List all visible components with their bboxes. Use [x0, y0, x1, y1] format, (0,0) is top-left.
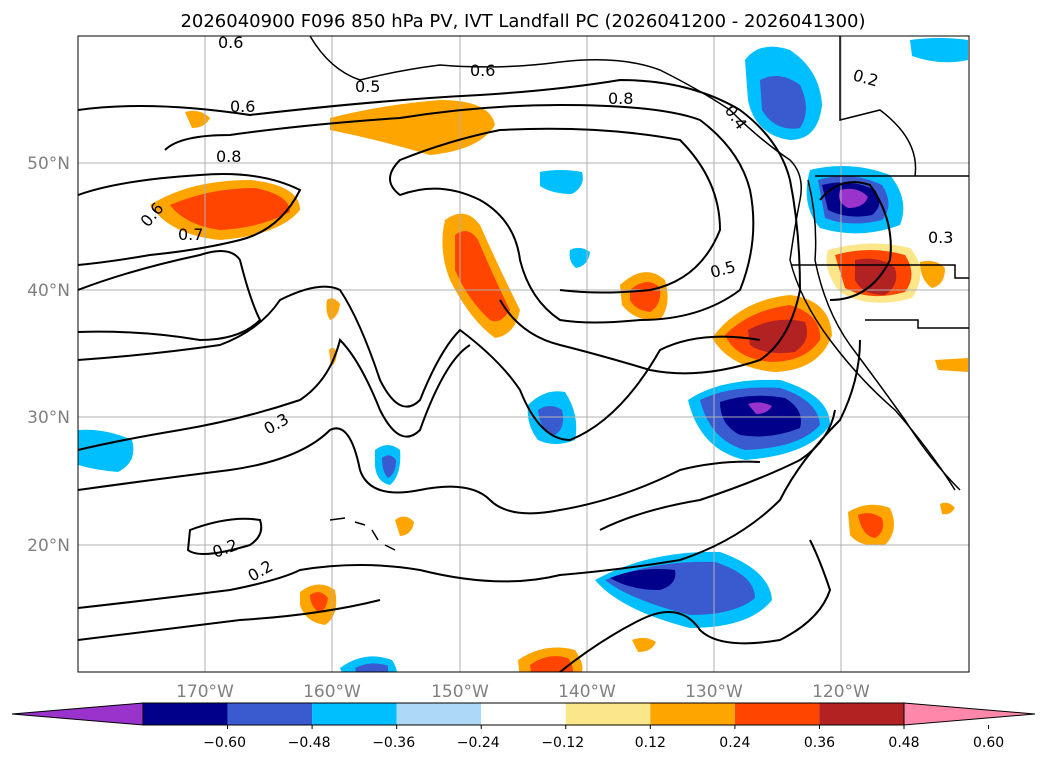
colorbar-tick-label: 0.48 — [888, 735, 919, 751]
anomaly-negative — [748, 402, 772, 414]
anomaly-positive — [632, 637, 656, 652]
lon-label: 130°W — [685, 682, 743, 702]
anomaly-negative — [569, 247, 590, 268]
anomaly-negative — [839, 188, 868, 208]
contour-label: 0.5 — [355, 77, 380, 96]
anomaly-positive — [920, 260, 945, 288]
map-frame — [77, 35, 970, 673]
contour-line — [78, 427, 761, 515]
colorbar-bin — [481, 703, 566, 725]
lon-label: 160°W — [303, 682, 361, 702]
colorbar-tick-label: 0.24 — [719, 735, 750, 751]
anomaly-positive — [329, 347, 337, 366]
colorbar-bin — [734, 703, 820, 725]
colorbar-bin — [819, 703, 904, 725]
contour-line — [819, 181, 892, 301]
lon-label: 140°W — [558, 682, 616, 702]
anomaly-positive — [858, 513, 884, 538]
lon-label: 120°W — [812, 682, 870, 702]
anomaly-positive — [455, 231, 510, 322]
colorbar-bin — [312, 703, 397, 725]
colorbar: −0.60 −0.48 −0.36 −0.24 −0.12 0.12 0.24 0.36 0.4… — [11, 702, 1036, 751]
contour-line — [164, 103, 755, 324]
contour-line — [78, 338, 471, 451]
contour-label: 0.6 — [470, 61, 495, 80]
lon-labels: 170°W 160°W 150°W 140°W 130°W 120°W — [176, 682, 870, 702]
colorbar-extension-high — [903, 702, 1036, 726]
colorbar-tick-label: −0.24 — [457, 735, 500, 751]
anomaly-negative — [538, 406, 564, 435]
anomaly-positive — [940, 502, 955, 515]
anomaly-positive — [185, 110, 210, 128]
contour-line — [78, 250, 262, 342]
contour-line — [559, 539, 832, 672]
pv-contours — [78, 78, 892, 672]
anomaly-negative — [720, 395, 801, 437]
contour-line — [78, 78, 802, 375]
lon-label: 150°W — [431, 682, 489, 702]
contour-line — [78, 173, 302, 266]
anomaly-negative — [760, 76, 806, 129]
contour-label: 0.7 — [178, 225, 203, 244]
lon-label: 170°W — [176, 682, 234, 702]
contour-line — [78, 285, 761, 442]
us-coast — [807, 179, 961, 491]
anomaly-negative — [910, 38, 968, 63]
anomaly-negative — [355, 663, 388, 672]
contour-label: 0.3 — [928, 228, 953, 247]
map-panel: 0.6 0.5 0.6 0.8 0.4 0.2 0.6 0.8 0.6 0.7 … — [78, 33, 969, 672]
colorbar-bin — [143, 703, 228, 725]
colorbar-frame — [142, 702, 905, 726]
colorbar-bin — [396, 703, 482, 725]
colorbar-bin — [650, 703, 735, 725]
border — [839, 36, 917, 177]
filled-anomalies — [78, 38, 968, 672]
anomaly-positive — [170, 188, 290, 230]
contour-label: 0.6 — [218, 33, 243, 52]
hawaii — [329, 517, 396, 551]
lat-label: 40°N — [27, 281, 70, 301]
anomaly-positive — [395, 516, 414, 536]
anomaly-negative — [382, 455, 396, 478]
contour-label: 0.8 — [608, 89, 633, 108]
colorbar-tick-label: −0.60 — [203, 735, 246, 751]
colorbar-tick-label: 0.60 — [973, 735, 1004, 751]
border — [865, 319, 969, 329]
map-title: 2026040900 F096 850 hPa PV, IVT Landfall… — [180, 11, 865, 32]
lat-labels: 50°N 40°N 30°N 20°N — [27, 154, 70, 556]
anomaly-positive — [326, 298, 340, 320]
anomaly-negative — [540, 170, 583, 194]
alaska-coast — [309, 36, 956, 491]
coastlines — [309, 36, 969, 551]
lat-label: 20°N — [27, 536, 70, 556]
lat-label: 30°N — [27, 408, 70, 428]
contour-line — [78, 599, 381, 641]
colorbar-extension-low — [11, 702, 144, 726]
anomaly-positive — [310, 592, 328, 612]
colorbar-tick-label: −0.36 — [372, 735, 415, 751]
contour-line — [186, 517, 263, 555]
anomaly-positive — [935, 358, 968, 372]
contour-label: 0.8 — [216, 147, 241, 166]
contour-label: 0.6 — [230, 97, 255, 116]
colorbar-bin — [227, 703, 313, 725]
anomaly-positive — [748, 319, 808, 354]
colorbar-tick-label: 0.36 — [804, 735, 835, 751]
border — [792, 264, 969, 279]
lat-label: 50°N — [27, 154, 70, 174]
contour-line — [599, 409, 836, 531]
colorbar-tick-label: 0.12 — [635, 735, 666, 751]
anomaly-negative — [610, 569, 676, 590]
colorbar-tick-label: −0.48 — [288, 735, 331, 751]
colorbar-bin — [565, 703, 651, 725]
anomaly-positive — [530, 656, 573, 672]
colorbar-tick-label: −0.12 — [541, 735, 584, 751]
